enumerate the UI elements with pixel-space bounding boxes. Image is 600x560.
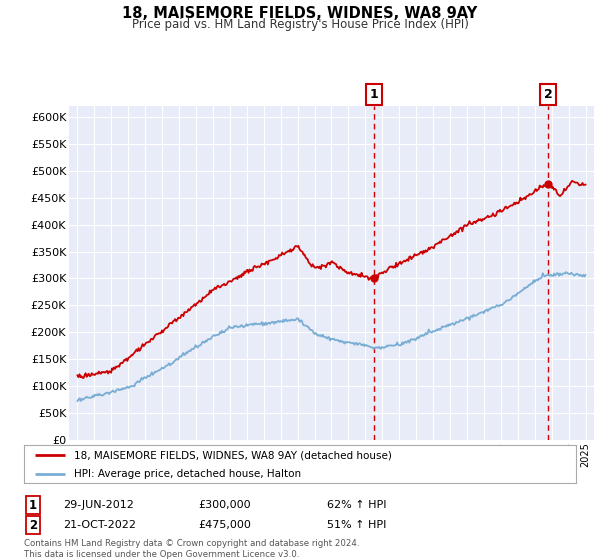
Text: Contains HM Land Registry data © Crown copyright and database right 2024.
This d: Contains HM Land Registry data © Crown c… — [24, 539, 359, 559]
Text: 2: 2 — [544, 88, 553, 101]
Text: Price paid vs. HM Land Registry's House Price Index (HPI): Price paid vs. HM Land Registry's House … — [131, 18, 469, 31]
Text: 29-JUN-2012: 29-JUN-2012 — [63, 500, 134, 510]
Text: 21-OCT-2022: 21-OCT-2022 — [63, 520, 136, 530]
Text: 18, MAISEMORE FIELDS, WIDNES, WA8 9AY (detached house): 18, MAISEMORE FIELDS, WIDNES, WA8 9AY (d… — [74, 450, 392, 460]
Text: 2: 2 — [29, 519, 37, 532]
Text: £475,000: £475,000 — [198, 520, 251, 530]
Text: HPI: Average price, detached house, Halton: HPI: Average price, detached house, Halt… — [74, 469, 301, 479]
Text: 1: 1 — [370, 88, 378, 101]
Text: 51% ↑ HPI: 51% ↑ HPI — [327, 520, 386, 530]
Text: 62% ↑ HPI: 62% ↑ HPI — [327, 500, 386, 510]
Text: 18, MAISEMORE FIELDS, WIDNES, WA8 9AY: 18, MAISEMORE FIELDS, WIDNES, WA8 9AY — [122, 6, 478, 21]
Text: £300,000: £300,000 — [198, 500, 251, 510]
Text: 1: 1 — [29, 498, 37, 512]
